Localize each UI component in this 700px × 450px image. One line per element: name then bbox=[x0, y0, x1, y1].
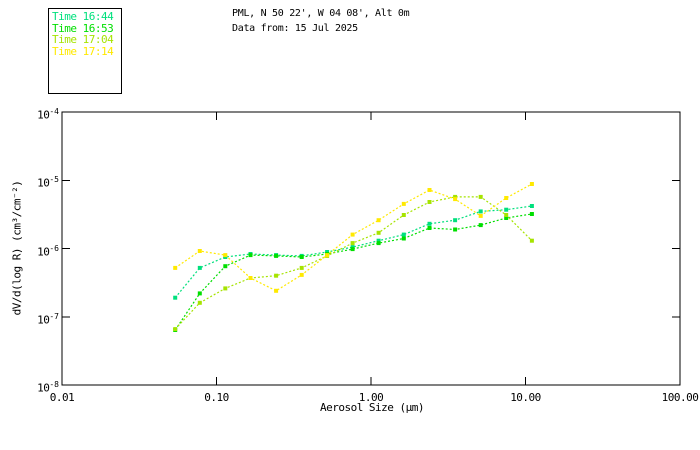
series-marker-1 bbox=[376, 241, 381, 246]
series-marker-3 bbox=[504, 196, 509, 200]
series-marker-3 bbox=[350, 232, 355, 237]
series-marker-3 bbox=[478, 213, 483, 218]
series-marker-2 bbox=[274, 273, 279, 278]
title-line-1: PML, N 50 22', W 04 08', Alt 0m bbox=[232, 8, 410, 19]
series-marker-0 bbox=[529, 204, 534, 208]
y-tick-exponent-1: -5 bbox=[49, 175, 59, 185]
x-tick-label-4: 100.00 bbox=[661, 391, 699, 404]
series-marker-1 bbox=[453, 227, 458, 232]
title-block: PML, N 50 22', W 04 08', Alt 0m Data fro… bbox=[232, 6, 410, 36]
x-tick-label-2: 1.00 bbox=[358, 391, 384, 404]
series-marker-1 bbox=[274, 253, 279, 258]
series-marker-3 bbox=[401, 201, 406, 206]
series-marker-2 bbox=[376, 230, 381, 235]
series-marker-1 bbox=[504, 216, 509, 220]
series-line-2 bbox=[174, 196, 533, 330]
series-marker-3 bbox=[248, 276, 253, 280]
series-line-0 bbox=[174, 205, 532, 299]
series-marker-3 bbox=[453, 197, 458, 202]
x-tick-label-0: 0.01 bbox=[49, 391, 75, 404]
series-marker-0 bbox=[376, 238, 381, 243]
legend-item-3: Time 17:14 bbox=[52, 44, 114, 58]
series-marker-2 bbox=[350, 241, 355, 246]
series-marker-3 bbox=[274, 288, 279, 293]
series-marker-2 bbox=[427, 200, 432, 204]
y-tick-exponent-2: -6 bbox=[49, 243, 59, 253]
y-tick-exponent-3: -7 bbox=[49, 311, 59, 321]
series-marker-0 bbox=[197, 265, 202, 270]
series-marker-3 bbox=[529, 182, 534, 186]
y-tick-label-1: 10-5 bbox=[37, 175, 59, 190]
y-tick-label-0: 10-4 bbox=[37, 107, 59, 122]
y-tick-exponent-4: -8 bbox=[49, 380, 59, 389]
legend-item-1: Time 16:53 bbox=[52, 21, 114, 35]
series-marker-1 bbox=[478, 223, 483, 228]
series-marker-0 bbox=[427, 221, 432, 226]
series-marker-2 bbox=[401, 213, 406, 217]
series-marker-2 bbox=[453, 194, 458, 199]
series-marker-1 bbox=[248, 253, 253, 258]
series-marker-2 bbox=[478, 194, 483, 199]
series-marker-2 bbox=[529, 238, 534, 243]
y-tick-label-3: 10-7 bbox=[37, 311, 59, 327]
series-marker-3 bbox=[376, 218, 381, 223]
series-marker-0 bbox=[401, 232, 406, 237]
series-line-3 bbox=[174, 183, 533, 292]
x-tick-label-3: 10.00 bbox=[510, 391, 541, 404]
series-marker-1 bbox=[401, 236, 406, 241]
series-marker-3 bbox=[173, 265, 178, 270]
x-axis-label: Aerosol Size (μm) bbox=[319, 401, 425, 414]
series-marker-0 bbox=[453, 218, 458, 223]
legend: Time 16:44 Time 16:53 Time 17:04 Time 17:14 bbox=[48, 8, 122, 94]
series-marker-0 bbox=[504, 207, 509, 212]
series-marker-2 bbox=[197, 300, 202, 305]
y-tick-label-2: 10-6 bbox=[37, 243, 59, 259]
y-tick-label-4: 10-8 bbox=[37, 380, 59, 395]
series-marker-1 bbox=[223, 264, 228, 269]
series-marker-3 bbox=[427, 188, 432, 192]
series-marker-1 bbox=[529, 212, 534, 216]
series-marker-0 bbox=[478, 209, 483, 214]
series-line-1 bbox=[174, 213, 532, 331]
plot-frame bbox=[61, 111, 681, 386]
series-marker-3 bbox=[223, 253, 228, 258]
series-marker-0 bbox=[173, 295, 178, 300]
series-marker-1 bbox=[427, 226, 432, 230]
series-marker-3 bbox=[197, 249, 202, 253]
y-tick-exponent-0: -4 bbox=[49, 107, 59, 116]
series-marker-2 bbox=[223, 286, 228, 291]
y-axis-label: dV/d(log R) (cm³/cm⁻²) bbox=[10, 180, 24, 316]
series-marker-1 bbox=[350, 247, 355, 252]
series-marker-2 bbox=[504, 213, 509, 217]
series-marker-1 bbox=[197, 291, 202, 296]
series-marker-1 bbox=[299, 255, 304, 259]
legend-item-2: Time 17:04 bbox=[52, 33, 114, 46]
legend-item-0: Time 16:44 bbox=[52, 10, 114, 23]
series-marker-2 bbox=[173, 327, 178, 332]
series-marker-3 bbox=[299, 272, 304, 277]
x-tick-label-1: 0.10 bbox=[204, 391, 229, 404]
title-line-2: Data from: 15 Jul 2025 bbox=[232, 23, 358, 34]
series-marker-2 bbox=[299, 265, 304, 270]
series-marker-3 bbox=[325, 253, 330, 258]
